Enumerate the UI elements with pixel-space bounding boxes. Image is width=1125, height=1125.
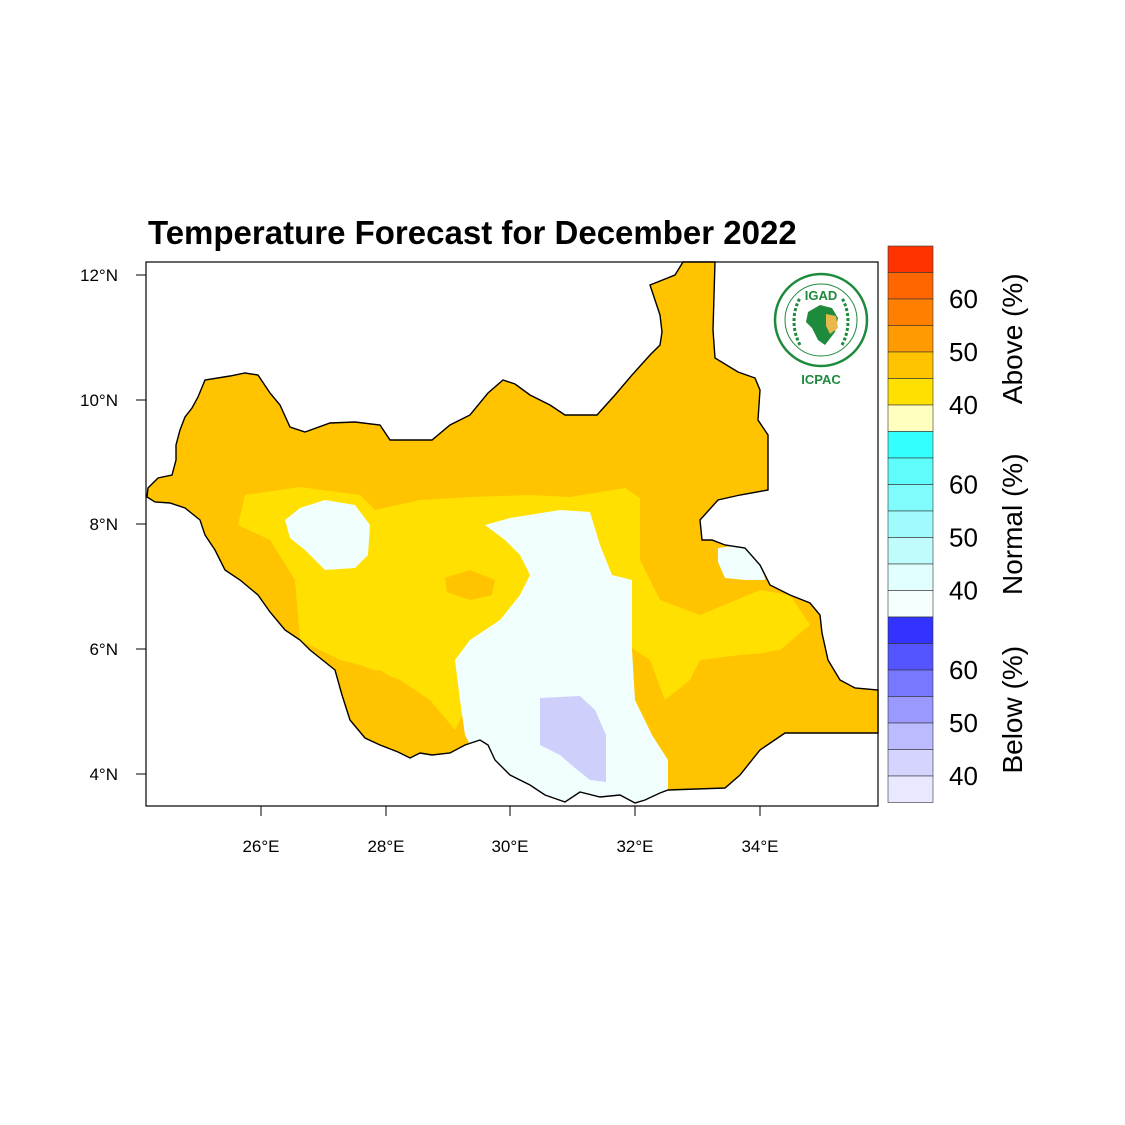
lon-tick-label: 26°E (242, 837, 279, 856)
legend-swatch (887, 298, 934, 326)
legend-swatch (887, 643, 934, 671)
legend-value-label: 40 (949, 761, 978, 791)
lat-tick-label: 10°N (80, 391, 118, 410)
logo-icpac-text: ICPAC (801, 372, 841, 387)
lat-axis: 12°N 10°N 8°N 6°N 4°N (80, 266, 146, 784)
lon-tick-label: 34°E (741, 837, 778, 856)
legend-value-label: 60 (949, 655, 978, 685)
legend-swatch (887, 351, 934, 379)
legend-swatch (887, 272, 934, 300)
region-below-normal (540, 696, 606, 782)
legend-value-label: 60 (949, 284, 978, 314)
legend-swatch (887, 484, 934, 512)
legend-swatch (887, 616, 934, 644)
legend-category-label: Above (%) (997, 273, 1028, 404)
legend-swatch (887, 669, 934, 697)
region-above-high-southwest (345, 670, 440, 760)
legend-value-label: 60 (949, 470, 978, 500)
country-border (146, 261, 879, 804)
logo-igad-text: IGAD (805, 288, 838, 303)
lat-tick-label: 6°N (89, 640, 118, 659)
legend-value-label: 50 (949, 337, 978, 367)
legend-swatch (887, 245, 934, 273)
region-normal-center (455, 510, 668, 803)
legend-category-label: Normal (%) (997, 453, 1028, 595)
igad-icpac-logo: IGAD ICPAC (773, 272, 869, 387)
lon-tick-label: 30°E (491, 837, 528, 856)
legend-swatch (887, 510, 934, 538)
legend-swatch (887, 722, 934, 750)
legend-swatch (887, 590, 934, 618)
legend-value-label: 40 (949, 390, 978, 420)
legend-swatch (887, 404, 934, 432)
probability-legend: 60 50 40 Above (%) 60 50 40 Normal (%) 60 50 40 Bel… (887, 245, 1028, 803)
legend-swatch (887, 378, 934, 406)
legend-value-label: 50 (949, 708, 978, 738)
legend-swatch (887, 696, 934, 724)
legend-swatch (887, 563, 934, 591)
region-above-high-patch (445, 570, 495, 600)
legend-category-label: Below (%) (997, 646, 1028, 774)
lat-tick-label: 12°N (80, 266, 118, 285)
legend-swatch (887, 537, 934, 565)
legend-swatch (887, 431, 934, 459)
legend-swatch (887, 457, 934, 485)
lon-tick-label: 28°E (367, 837, 404, 856)
legend-value-label: 50 (949, 523, 978, 553)
region-normal-northwest (285, 500, 370, 570)
legend-swatch (887, 775, 934, 803)
lat-tick-label: 4°N (89, 765, 118, 784)
lon-axis: 26°E 28°E 30°E 32°E 34°E (242, 806, 779, 856)
lon-tick-label: 32°E (616, 837, 653, 856)
lat-tick-label: 8°N (89, 515, 118, 534)
map-title: Temperature Forecast for December 2022 (148, 214, 797, 251)
region-normal-east (718, 545, 765, 580)
legend-swatch (887, 749, 934, 777)
legend-value-label: 40 (949, 576, 978, 606)
legend-swatch (887, 325, 934, 353)
